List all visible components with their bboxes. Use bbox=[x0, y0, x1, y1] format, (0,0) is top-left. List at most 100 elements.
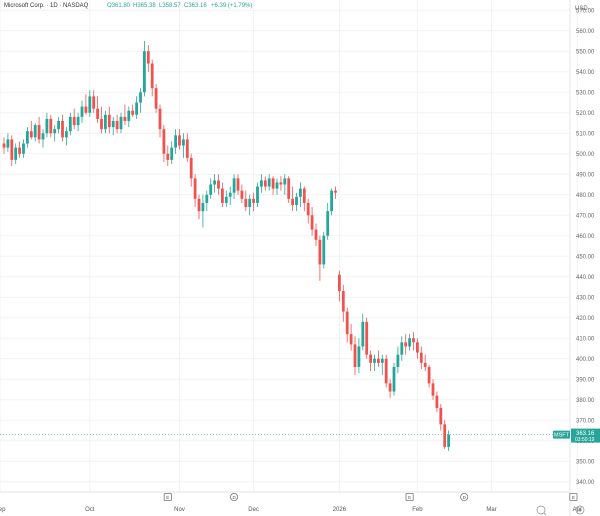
candle[interactable] bbox=[18, 141, 21, 158]
candle[interactable] bbox=[146, 45, 150, 72]
candle[interactable] bbox=[299, 182, 302, 208]
candle[interactable] bbox=[302, 186, 306, 212]
candle[interactable] bbox=[150, 59, 154, 97]
candle[interactable] bbox=[170, 141, 174, 164]
candle[interactable] bbox=[26, 127, 29, 148]
candle[interactable] bbox=[338, 270, 341, 302]
candle[interactable] bbox=[76, 112, 80, 132]
candle[interactable] bbox=[232, 174, 236, 199]
candle[interactable] bbox=[419, 346, 423, 369]
candle[interactable] bbox=[314, 223, 318, 246]
candle[interactable] bbox=[380, 354, 384, 376]
candle[interactable] bbox=[341, 284, 345, 322]
candle[interactable] bbox=[334, 186, 337, 199]
candle[interactable] bbox=[143, 41, 146, 97]
candle[interactable] bbox=[326, 202, 330, 240]
candle[interactable] bbox=[408, 334, 411, 351]
candle[interactable] bbox=[84, 94, 88, 115]
candle[interactable] bbox=[248, 194, 252, 216]
candle[interactable] bbox=[228, 186, 232, 205]
candle[interactable] bbox=[65, 127, 68, 146]
candle[interactable] bbox=[178, 129, 181, 150]
candle[interactable] bbox=[72, 108, 76, 130]
candle[interactable] bbox=[131, 104, 135, 117]
candle[interactable] bbox=[123, 104, 127, 126]
gear-icon[interactable] bbox=[575, 505, 585, 515]
candle[interactable] bbox=[154, 84, 158, 113]
candle[interactable] bbox=[162, 125, 166, 162]
candle[interactable] bbox=[119, 112, 123, 134]
candle[interactable] bbox=[111, 116, 115, 136]
candle[interactable] bbox=[22, 139, 25, 158]
candle[interactable] bbox=[57, 116, 60, 134]
earnings-marker[interactable]: E bbox=[163, 492, 172, 501]
candle[interactable] bbox=[96, 96, 99, 123]
candle[interactable] bbox=[127, 106, 131, 128]
candle[interactable] bbox=[2, 137, 6, 154]
candle[interactable] bbox=[349, 323, 353, 351]
candle[interactable] bbox=[330, 188, 333, 216]
candle[interactable] bbox=[68, 112, 72, 136]
dividend-marker[interactable]: D bbox=[460, 492, 469, 501]
candle[interactable] bbox=[431, 379, 435, 400]
candle[interactable] bbox=[213, 174, 216, 193]
candle[interactable] bbox=[174, 129, 177, 154]
candle[interactable] bbox=[373, 354, 376, 372]
candle[interactable] bbox=[45, 112, 49, 138]
zoom-control[interactable] bbox=[536, 505, 547, 516]
candle[interactable] bbox=[224, 190, 228, 208]
candle[interactable] bbox=[427, 364, 431, 388]
candle[interactable] bbox=[182, 133, 185, 158]
candle[interactable] bbox=[41, 129, 45, 148]
settings-control[interactable] bbox=[575, 505, 585, 515]
candle[interactable] bbox=[139, 88, 142, 113]
candle[interactable] bbox=[318, 235, 322, 281]
candle[interactable] bbox=[185, 133, 189, 162]
candle[interactable] bbox=[435, 391, 439, 413]
candle[interactable] bbox=[295, 192, 298, 212]
candle[interactable] bbox=[412, 332, 415, 351]
candle[interactable] bbox=[345, 307, 349, 343]
candle[interactable] bbox=[209, 178, 213, 199]
candle[interactable] bbox=[404, 334, 408, 355]
candle[interactable] bbox=[369, 350, 372, 372]
candle-series[interactable] bbox=[2, 41, 450, 452]
earnings-marker[interactable]: E bbox=[405, 492, 414, 501]
price-axis[interactable]: 340.00350.00360.00370.00380.00390.00400.… bbox=[576, 8, 595, 486]
candle[interactable] bbox=[353, 336, 357, 376]
candle[interactable] bbox=[53, 125, 57, 142]
upcoming-marker[interactable]: E bbox=[569, 492, 578, 501]
candle[interactable] bbox=[271, 176, 275, 195]
candle[interactable] bbox=[88, 90, 92, 117]
candle[interactable] bbox=[100, 106, 103, 134]
candle[interactable] bbox=[252, 192, 255, 212]
candle[interactable] bbox=[221, 182, 224, 208]
candle[interactable] bbox=[201, 194, 205, 228]
candle[interactable] bbox=[217, 174, 220, 195]
candle[interactable] bbox=[135, 96, 138, 119]
candle[interactable] bbox=[205, 190, 209, 212]
candle[interactable] bbox=[115, 114, 119, 134]
candle[interactable] bbox=[377, 350, 380, 367]
candle[interactable] bbox=[396, 346, 400, 374]
candle[interactable] bbox=[6, 133, 10, 152]
candle[interactable] bbox=[283, 174, 287, 195]
candle[interactable] bbox=[107, 106, 111, 134]
candle[interactable] bbox=[423, 354, 427, 372]
candle[interactable] bbox=[275, 178, 279, 195]
candle[interactable] bbox=[279, 176, 283, 191]
candle[interactable] bbox=[166, 145, 170, 167]
candle[interactable] bbox=[10, 135, 14, 167]
time-axis[interactable]: Sep Oct Nov Dec 2026 Feb Mar Apr bbox=[0, 507, 582, 513]
candle[interactable] bbox=[240, 184, 244, 203]
candle[interactable] bbox=[291, 186, 294, 212]
candle[interactable] bbox=[158, 104, 162, 138]
candle[interactable] bbox=[244, 190, 248, 212]
candle[interactable] bbox=[400, 336, 404, 361]
candle[interactable] bbox=[447, 430, 450, 452]
candle[interactable] bbox=[29, 120, 33, 140]
candle[interactable] bbox=[310, 207, 314, 236]
